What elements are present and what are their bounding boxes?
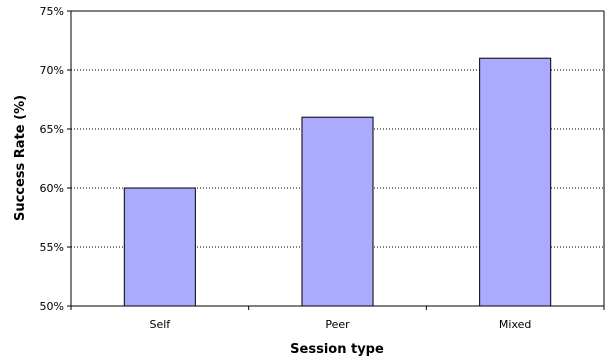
bar-self xyxy=(123,187,196,307)
bar-mixed xyxy=(479,57,552,307)
x-tick-label-mixed: Mixed xyxy=(499,318,531,331)
y-tick-label-60: 60% xyxy=(40,182,64,195)
x-tick-labels: Self Peer Mixed xyxy=(149,318,531,331)
y-tick-label-55: 55% xyxy=(40,241,64,254)
x-tick-label-self: Self xyxy=(149,318,171,331)
bar-peer xyxy=(301,116,374,307)
y-tick-label-65: 65% xyxy=(40,123,64,136)
x-tick-label-peer: Peer xyxy=(325,318,350,331)
axes xyxy=(67,10,605,310)
y-tick-label-70: 70% xyxy=(40,64,64,77)
y-tick-labels: 50% 55% 60% 65% 70% 75% xyxy=(40,5,64,313)
bars xyxy=(123,57,552,307)
y-tick-label-50: 50% xyxy=(40,300,64,313)
y-axis-title: Success Rate (%) xyxy=(13,95,28,221)
y-tick-label-75: 75% xyxy=(40,5,64,18)
x-axis-title: Session type xyxy=(290,342,384,357)
